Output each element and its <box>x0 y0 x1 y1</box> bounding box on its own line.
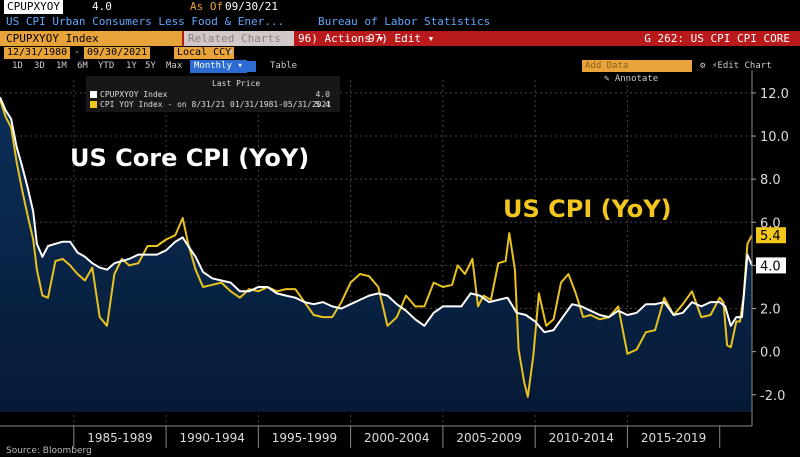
legend-name-cpi: CPI YOY Index - on 8/31/21 01/31/1981-05… <box>100 100 332 109</box>
x-axis: 1985-1989 1990-1994 1995-1999 2000-2004 2005… <box>0 425 752 448</box>
core-cpi-area <box>0 97 752 412</box>
source-footer: Source: Bloomberg <box>6 446 92 456</box>
add-data-input[interactable]: Add Data <box>582 60 692 72</box>
date-separator: - <box>74 47 81 58</box>
y-axis: -2.00.02.04.06.08.010.012.0 <box>751 70 789 426</box>
range-1m-button[interactable]: 1M <box>56 61 67 71</box>
currency-dropdown-icon[interactable]: ▾ <box>228 47 235 58</box>
y-tick-label: -2.0 <box>760 389 785 404</box>
range-3d-button[interactable]: 3D <box>34 61 45 71</box>
actions-menu[interactable]: 96) Actions ▾ <box>298 32 385 45</box>
cpi-yoy-line <box>0 99 753 398</box>
end-date-input[interactable]: 09/30/2021 <box>84 47 151 59</box>
frequency-select[interactable]: Monthly ▾ <box>190 60 247 73</box>
annotate-button[interactable]: ✎ Annotate <box>604 74 659 84</box>
x-tick-label: 1995-1999 <box>272 431 337 445</box>
core-cpi-line <box>0 96 753 334</box>
currency-select[interactable]: Local CCY <box>174 47 235 59</box>
chart-type-icon[interactable] <box>244 61 256 72</box>
security-description: US CPI Urban Consumers Less Food & Ener.… <box>6 15 285 28</box>
settings-icon[interactable]: ⚙ <box>700 61 706 71</box>
range-max-button[interactable]: Max <box>166 61 183 71</box>
annotation-cpi: US CPI (YoY) <box>503 195 672 223</box>
related-charts-field[interactable]: Related Charts <box>184 31 294 46</box>
core-last-value-tag <box>756 257 786 274</box>
x-tick-label: 2000-2004 <box>364 431 429 445</box>
legend-item-cpi[interactable]: CPI YOY Index - on 8/31/21 01/31/1981-05… <box>90 100 336 110</box>
last-value-tags: 5.4 4.0 <box>756 227 786 274</box>
annotation-core-cpi: US Core CPI (YoY) <box>70 144 309 172</box>
y-tick-label: 10.0 <box>760 130 789 145</box>
legend-swatch-core <box>90 91 97 98</box>
data-source: Bureau of Labor Statistics <box>318 15 491 28</box>
last-value: 4.0 <box>92 0 112 13</box>
y-tick-label: 12.0 <box>760 87 789 102</box>
y-tick-label: 2.0 <box>760 303 781 318</box>
range-1y-button[interactable]: 1Y <box>126 61 137 71</box>
cpi-last-value-label: 5.4 <box>760 229 781 244</box>
legend: Last Price CPUPXYOY Index 4.0 CPI YOY In… <box>86 76 340 112</box>
annotate-label: Annotate <box>614 74 659 84</box>
frequency-label: Monthly <box>194 61 232 71</box>
index-input[interactable]: CPUPXYOY Index <box>0 31 182 46</box>
edit-label: Edit <box>394 32 422 45</box>
toolbar: 1D 3D 1M 6M YTD 1Y 5Y Max Monthly ▾ Tabl… <box>0 60 800 73</box>
y-tick-label: 0.0 <box>760 346 781 361</box>
security-header: CPUPXYOY 4.0 As Of 09/30/21 <box>0 0 800 14</box>
series-layer <box>0 96 753 412</box>
range-1d-button[interactable]: 1D <box>12 61 23 71</box>
edit-chart-button[interactable]: ⚡Edit Chart <box>712 61 772 71</box>
date-range-row: 12/31/1980 - 09/30/2021 Local CCY ▾ <box>0 47 800 59</box>
edit-menu[interactable]: 97) Edit ▾ <box>368 32 435 45</box>
x-tick-label: 2005-2009 <box>456 431 521 445</box>
actions-label: Actions <box>324 32 371 45</box>
legend-item-core[interactable]: CPUPXYOY Index 4.0 <box>90 90 336 100</box>
range-6m-button[interactable]: 6M <box>77 61 88 71</box>
cpi-last-value-tag <box>756 227 786 244</box>
y-tick-label: 8.0 <box>760 173 781 188</box>
table-button[interactable]: Table <box>270 61 298 71</box>
legend-value-core: 4.0 <box>315 90 330 99</box>
legend-header: Last Price <box>212 79 261 88</box>
range-5y-button[interactable]: 5Y <box>145 61 156 71</box>
security-description-row: US CPI Urban Consumers Less Food & Ener.… <box>0 15 800 29</box>
x-tick-label: 1990-1994 <box>180 431 245 445</box>
legend-name-core: CPUPXYOY Index <box>100 90 168 99</box>
x-tick-label: 2015-2019 <box>641 431 706 445</box>
as-of-date: 09/30/21 <box>225 0 278 13</box>
start-date-input[interactable]: 12/31/1980 <box>4 47 71 59</box>
chart-number: G 262: US CPI CPI CORE <box>644 32 790 45</box>
ticker-field[interactable]: CPUPXYOY <box>4 0 63 14</box>
core-last-value-label: 4.0 <box>760 259 781 274</box>
x-tick-label: 2010-2014 <box>549 431 614 445</box>
legend-value-cpi: 5.4 <box>315 100 330 109</box>
command-bar: CPUPXYOY Index Related Charts 96) Action… <box>0 31 800 46</box>
edit-chart-label: Edit Chart <box>717 61 772 71</box>
range-ytd-button[interactable]: YTD <box>98 61 115 71</box>
legend-swatch-cpi <box>90 101 97 108</box>
x-tick-label: 1985-1989 <box>87 431 152 445</box>
as-of-label: As Of <box>190 0 224 13</box>
